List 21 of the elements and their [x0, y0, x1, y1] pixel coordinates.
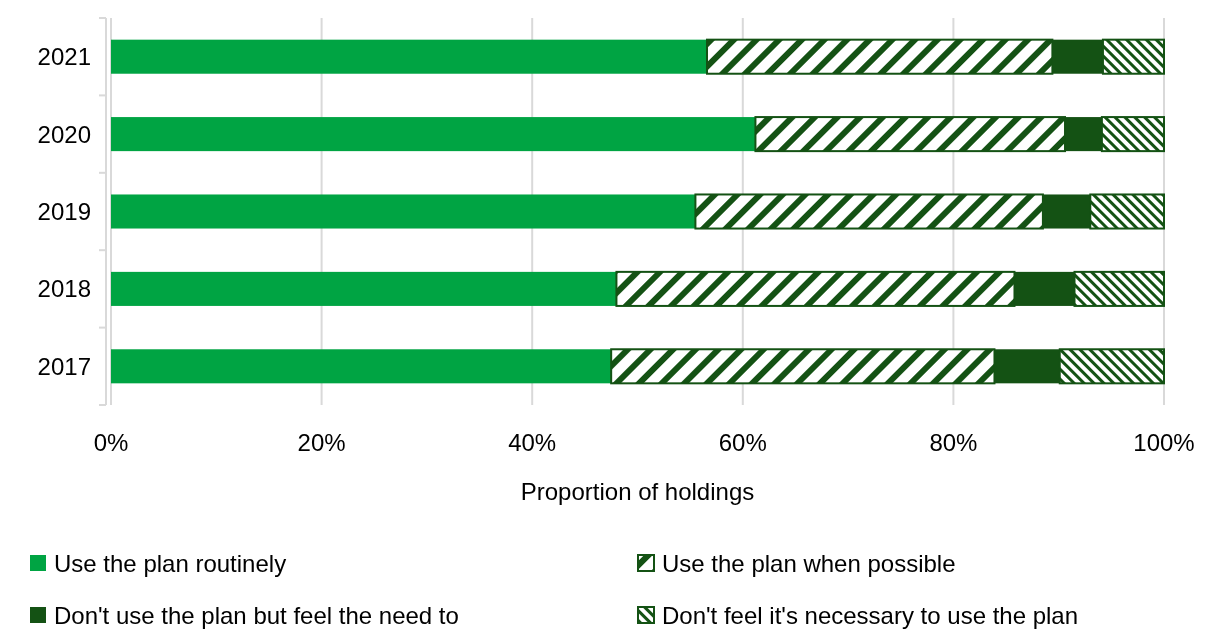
bar [111, 271, 617, 306]
bar [111, 39, 707, 74]
bar [111, 349, 612, 384]
y-tick-label: 2018 [37, 275, 91, 303]
y-tick-label: 2019 [37, 198, 91, 225]
y-tick-label: 2020 [37, 120, 91, 148]
legend-label: Don't use the plan but feel the need to [54, 601, 459, 629]
bar [111, 194, 696, 229]
bar [111, 117, 756, 152]
x-tick-label: 100% [1133, 429, 1195, 456]
legend-label: Use the plan when possible [662, 549, 956, 577]
x-tick-label: 40% [508, 429, 557, 456]
x-tick-label: 20% [297, 429, 346, 456]
x-tick-label: 80% [929, 429, 978, 456]
y-tick-label: 2021 [37, 43, 91, 71]
x-tick-label: 60% [718, 429, 767, 456]
legend-label: Use the plan routinely [54, 549, 287, 577]
x-axis-title: Proportion of holdings [520, 478, 755, 505]
y-tick-label: 2017 [37, 352, 91, 380]
legend-label: Don't feel it's necessary to use the plan [662, 601, 1079, 629]
x-tick-label: 0% [93, 429, 129, 456]
